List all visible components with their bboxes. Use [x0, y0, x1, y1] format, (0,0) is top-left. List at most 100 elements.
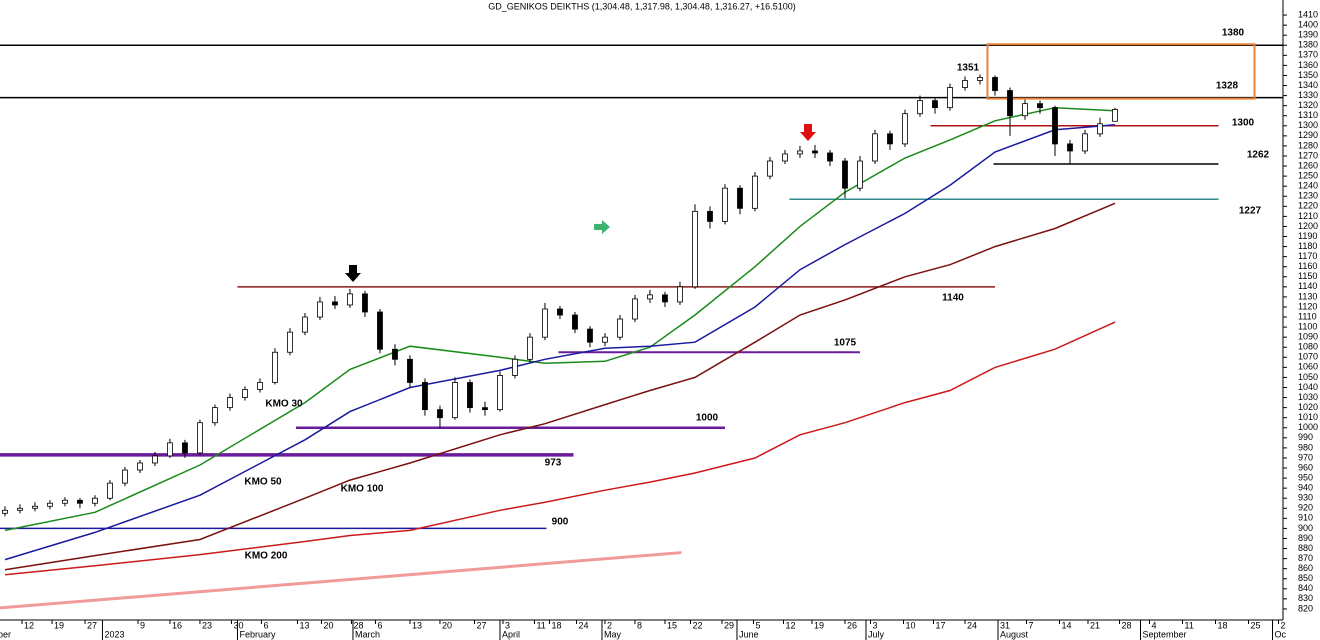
x-tick-label: 9	[140, 620, 145, 630]
y-tick-label: 1260	[1298, 160, 1318, 170]
y-tick-label: 1400	[1298, 20, 1318, 30]
y-tick-label: 1140	[1298, 281, 1317, 291]
y-tick-label: 940	[1298, 483, 1313, 493]
x-tick-label: 4	[1151, 620, 1156, 630]
y-tick-label: 980	[1298, 442, 1313, 452]
arrow-down-red	[800, 124, 816, 141]
x-tick-label: 27	[87, 620, 97, 630]
x-tick-label: 20	[323, 620, 333, 630]
y-tick-label: 1190	[1298, 231, 1317, 241]
x-tick-label: 24	[967, 620, 977, 630]
y-tick-label: 1270	[1298, 150, 1318, 160]
candle-body	[572, 314, 578, 330]
level-label: 1140	[942, 293, 964, 304]
ma-line	[4, 321, 1116, 576]
x-tick-label: 30	[233, 620, 243, 630]
candle-body	[17, 507, 23, 511]
candle-body	[497, 375, 503, 411]
y-tick-label: 1310	[1298, 110, 1318, 120]
candle-body	[1097, 123, 1103, 135]
y-tick-label: 900	[1298, 523, 1313, 533]
candle-body	[1082, 133, 1088, 152]
month-label: April	[502, 629, 520, 639]
level-label: 1262	[1247, 150, 1270, 161]
y-tick-label: 1280	[1298, 140, 1318, 150]
ma-label: KMO 200	[245, 551, 288, 562]
candle-body	[77, 499, 83, 504]
x-tick-label: 15	[667, 620, 677, 630]
candle-body	[767, 160, 773, 177]
y-tick-label: 1320	[1298, 100, 1318, 110]
trend-line	[0, 551, 682, 610]
y-tick-label: 1080	[1298, 342, 1318, 352]
y-tick-label: 1130	[1298, 291, 1317, 301]
y-tick-label: 1300	[1298, 120, 1318, 130]
x-tick-label: 6	[263, 620, 268, 630]
y-tick-label: 1000	[1298, 422, 1318, 432]
y-tick-label: 1340	[1298, 80, 1318, 90]
x-tick-label: 12	[785, 620, 795, 630]
y-tick-label: 1370	[1298, 50, 1318, 60]
y-tick-label: 1120	[1298, 301, 1317, 311]
ma-line	[4, 106, 1116, 532]
candle-body	[527, 336, 533, 360]
candle-body	[992, 77, 998, 91]
x-tick-label: 28	[1121, 620, 1131, 630]
candle-body	[182, 442, 188, 454]
candle-body	[902, 113, 908, 145]
month-label: July	[868, 629, 885, 639]
y-tick-label: 910	[1298, 513, 1313, 523]
month-label: June	[739, 629, 759, 639]
level-label: 900	[552, 517, 569, 528]
y-tick-label: 1290	[1298, 130, 1318, 140]
candle-body	[752, 175, 758, 209]
y-tick-label: 890	[1298, 533, 1313, 543]
candle-body	[92, 497, 98, 504]
month-label: Oc	[1274, 629, 1286, 639]
candle-body	[377, 311, 383, 350]
y-tick-label: 1330	[1298, 90, 1318, 100]
y-tick-label: 1350	[1298, 70, 1318, 80]
level-label: 973	[545, 458, 562, 469]
candle-body	[542, 308, 548, 338]
candle-body	[887, 133, 893, 145]
candle-body	[737, 187, 743, 209]
y-tick-label: 850	[1298, 573, 1313, 583]
candle-body	[212, 407, 218, 424]
ma-line	[4, 202, 1116, 571]
candle-body	[482, 407, 488, 411]
candle-body	[857, 160, 863, 189]
x-tick-label: 19	[814, 620, 824, 630]
y-tick-label: 1040	[1298, 382, 1318, 392]
x-tick-label: 16	[172, 620, 182, 630]
candle-body	[872, 133, 878, 162]
y-tick-label: 1380	[1298, 40, 1318, 50]
candle-body	[107, 482, 113, 499]
plot: 1380 1328 1300 1262 1227 1140 1075 1000 973 900 KM…	[0, 28, 1283, 610]
x-tick-label: 31	[1000, 620, 1010, 630]
y-tick-label: 1020	[1298, 402, 1318, 412]
candle-body	[707, 210, 713, 222]
ma-line	[4, 124, 1116, 561]
x-tick-label: 21	[1090, 620, 1100, 630]
x-tick-label: 26	[847, 620, 857, 630]
arrow-down	[345, 265, 361, 282]
y-tick-label: 1220	[1298, 201, 1318, 211]
x-tick-label: 29	[724, 620, 734, 630]
candle-body	[287, 331, 293, 353]
candle-body	[47, 502, 53, 507]
candle-body	[692, 210, 698, 288]
candle-body	[1022, 103, 1028, 117]
candle-body	[782, 153, 788, 162]
x-tick-label: 17	[935, 620, 945, 630]
candle-body	[917, 100, 923, 115]
candle-body	[302, 316, 308, 333]
y-tick-label: 1070	[1298, 352, 1318, 362]
y-tick-label: 870	[1298, 553, 1313, 563]
candle-body	[1007, 90, 1013, 117]
y-tick-label: 1010	[1298, 412, 1318, 422]
target-box	[986, 43, 1256, 100]
level-label: 1300	[1232, 118, 1255, 129]
